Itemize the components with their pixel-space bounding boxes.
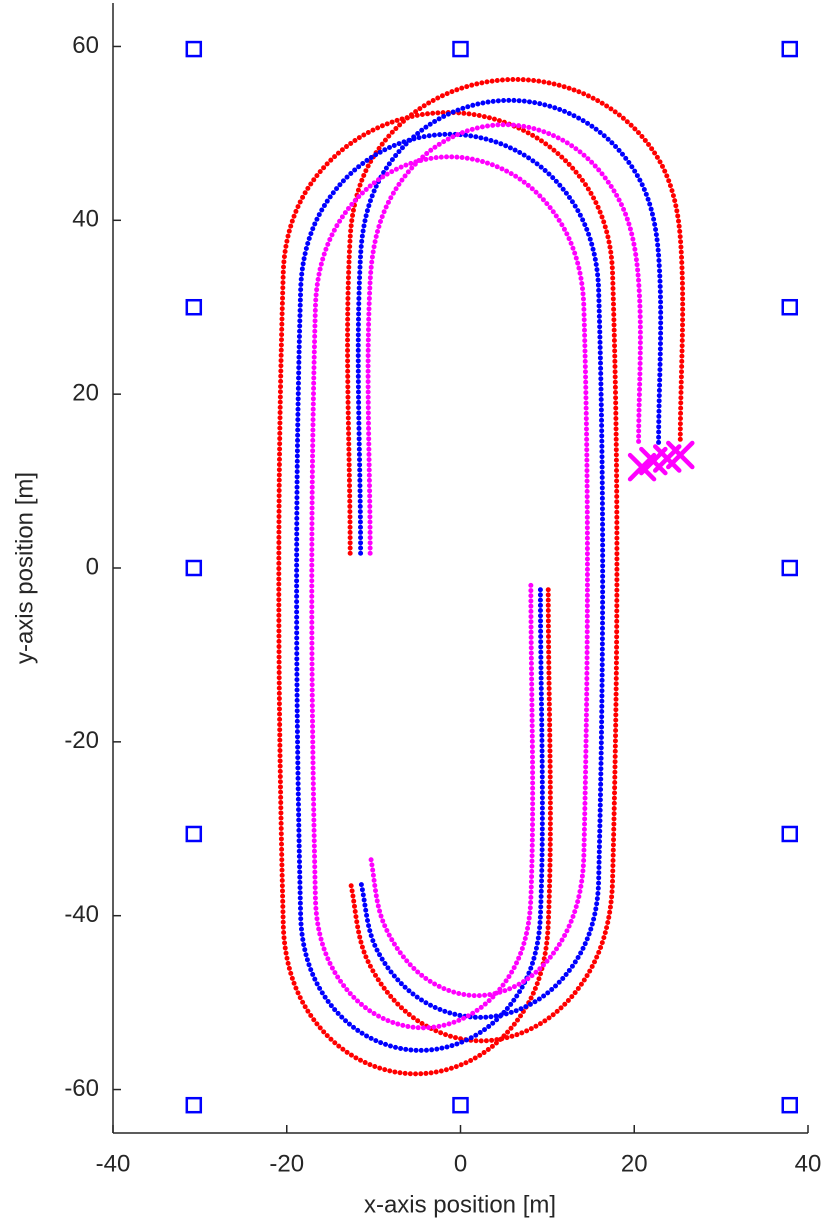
y-tick-label: -60	[64, 1075, 99, 1102]
anchor-marker	[185, 40, 203, 58]
trajectory	[276, 76, 686, 1077]
x-tick-label: 0	[454, 1150, 467, 1177]
anchor-marker	[781, 559, 799, 577]
x-axis-label: x-axis position [m]	[364, 1191, 556, 1218]
trajectory	[309, 122, 643, 1031]
anchor-marker	[781, 1096, 799, 1114]
anchor-marker	[781, 40, 799, 58]
anchor-marker	[452, 40, 469, 58]
x-tick-label: 40	[795, 1150, 822, 1177]
anchor-marker	[185, 825, 203, 843]
anchor-marker	[781, 825, 799, 843]
x-tick-label: -40	[96, 1150, 131, 1177]
y-tick-label: 20	[72, 379, 99, 406]
anchor-marker	[781, 298, 799, 316]
y-tick-label: -40	[64, 901, 99, 928]
y-tick-label: 40	[72, 206, 99, 233]
x-tick-label: 20	[621, 1150, 648, 1177]
x-tick-label: -20	[269, 1150, 304, 1177]
y-tick-label: -20	[64, 727, 99, 754]
anchor-marker	[452, 1096, 469, 1114]
y-tick-label: 60	[72, 32, 99, 59]
cross-marker	[666, 440, 695, 470]
anchor-marker	[185, 1096, 203, 1114]
anchor-marker	[185, 559, 203, 577]
y-tick-label: 0	[86, 553, 99, 580]
y-axis-label: y-axis position [m]	[11, 472, 38, 664]
trajectory	[294, 97, 664, 1053]
anchor-marker	[185, 298, 203, 316]
